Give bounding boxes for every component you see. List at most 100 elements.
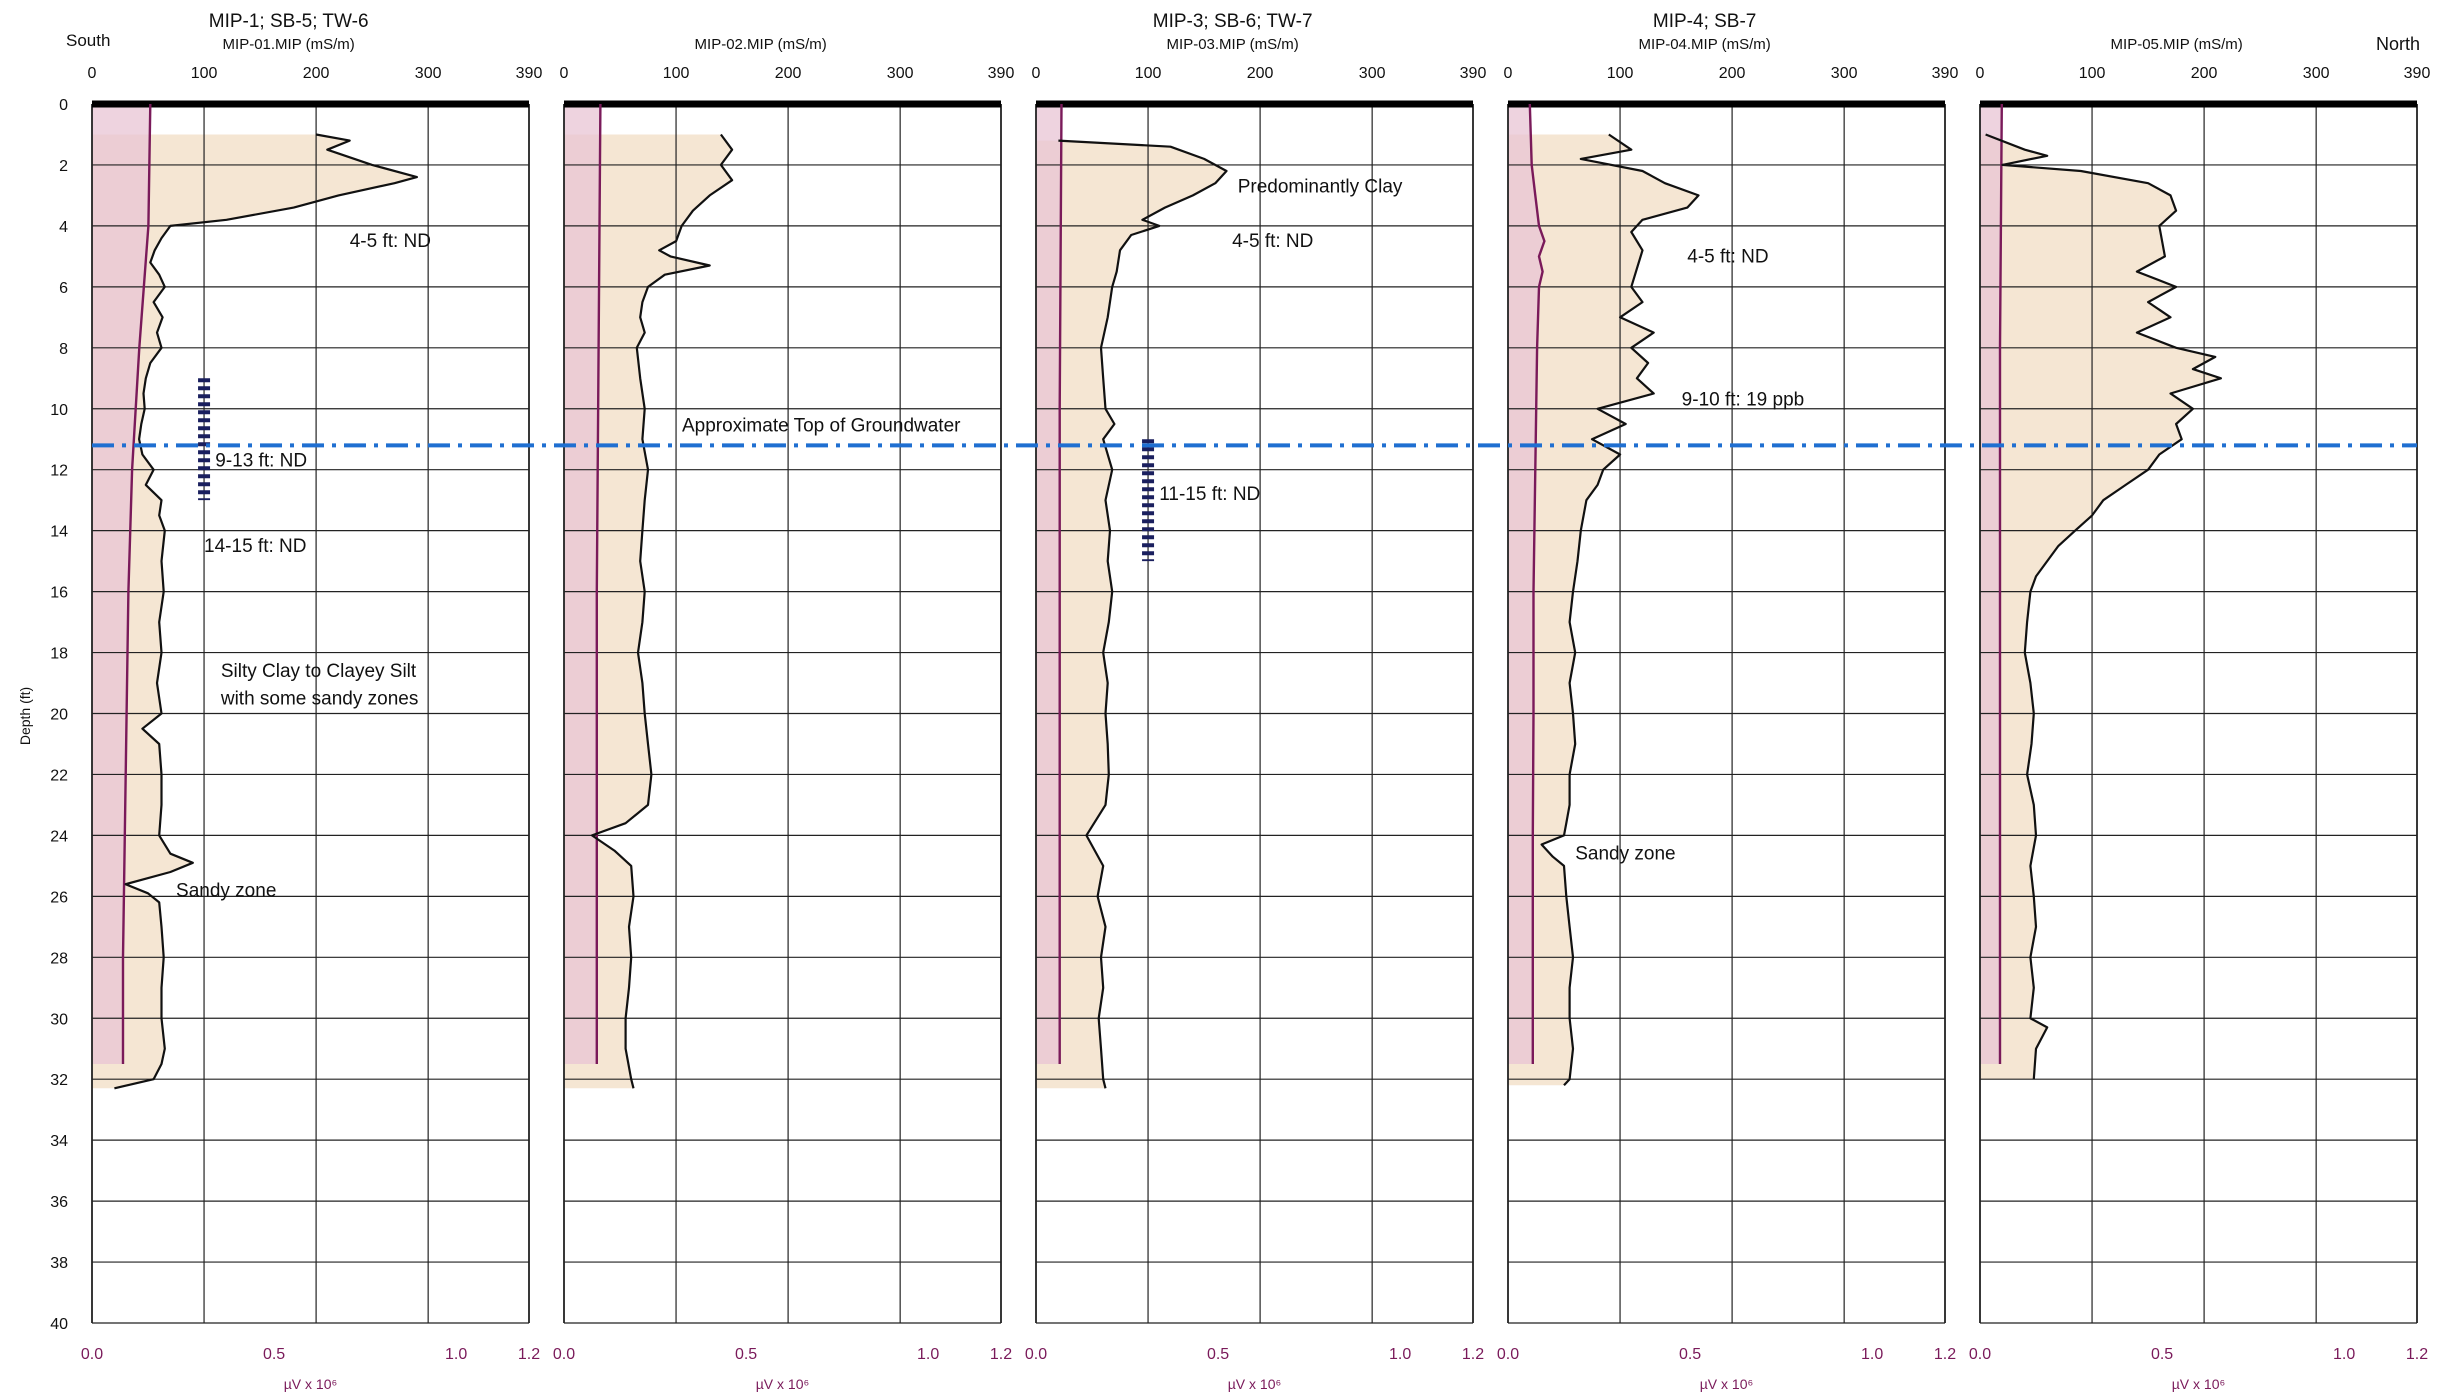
panel-axis-title: MIP-02.MIP (mS/m)	[695, 36, 827, 53]
bottom-axis-tick-label: 1.0	[1861, 1346, 1883, 1363]
panel-title: MIP-3; SB-6; TW-7	[1153, 11, 1313, 32]
conductivity-series-line	[114, 133, 418, 1090]
top-axis-tick-label: 300	[1359, 65, 1386, 82]
top-axis-tick-label: 0	[1032, 65, 1041, 82]
pid-series-line	[1528, 103, 1546, 1064]
depth-tick-label: 20	[50, 707, 68, 724]
top-axis-tick-label: 390	[988, 65, 1015, 82]
depth-tick-label: 4	[59, 219, 68, 236]
panel-annotation: Predominantly Clay	[1238, 176, 1403, 197]
bottom-axis-tick-label: 0.5	[735, 1346, 757, 1363]
conductivity-fill	[1036, 140, 1227, 1089]
bottom-axis-tick-label: 1.2	[990, 1346, 1012, 1363]
panel-title: MIP-1; SB-5; TW-6	[209, 11, 369, 32]
panel-annotation: 4-5 ft: ND	[1232, 231, 1313, 252]
top-axis-tick-label: 390	[1932, 65, 1959, 82]
depth-tick-label: 34	[50, 1133, 68, 1150]
bottom-axis-tick-label: 0.0	[1025, 1346, 1047, 1363]
conductivity-fill	[564, 134, 733, 1089]
depth-tick-label: 2	[59, 158, 68, 175]
pid-fill	[1036, 104, 1062, 1064]
depth-tick-label: 6	[59, 280, 68, 297]
conductivity-fill	[1980, 134, 2221, 1080]
pid-series-line	[121, 103, 152, 1064]
bottom-axis-tick-label: 1.2	[1462, 1346, 1484, 1363]
conductivity-series-line	[1540, 133, 1700, 1087]
panel-annotation: 14-15 ft: ND	[204, 536, 306, 557]
grid-layer	[91, 100, 2418, 1324]
bottom-axis-tick-label: 0.5	[1207, 1346, 1229, 1363]
pid-fill	[92, 104, 151, 1064]
depth-tick-label: 40	[50, 1316, 68, 1333]
bottom-axis-tick-label: 0.5	[1679, 1346, 1701, 1363]
pid-fill	[1508, 104, 1545, 1064]
bottom-axis-tick-label: 0.0	[1969, 1346, 1991, 1363]
bottom-axis-tick-label: 0.0	[1497, 1346, 1519, 1363]
depth-tick-label: 10	[50, 402, 68, 419]
depth-tick-label: 18	[50, 646, 68, 663]
conductivity-series-line	[590, 133, 734, 1089]
panel-annotation: 11-15 ft: ND	[1159, 484, 1260, 505]
top-axis-tick-label: 300	[415, 65, 442, 82]
top-axis-tick-label: 100	[1607, 65, 1634, 82]
bottom-axis-label: µV x 10⁶	[756, 1376, 810, 1392]
panel-annotation: Silty Clay to Clayey Silt	[221, 661, 417, 682]
panel-axis-title: MIP-04.MIP (mS/m)	[1639, 36, 1771, 53]
conductivity-series-line	[1985, 133, 2222, 1080]
north-label: North	[2376, 34, 2420, 54]
bottom-axis-label: µV x 10⁶	[2172, 1376, 2226, 1392]
conductivity-fill	[1508, 134, 1699, 1086]
pid-series-line	[1058, 103, 1063, 1064]
trace-layer	[114, 103, 2222, 1090]
bottom-axis-tick-label: 1.0	[445, 1346, 467, 1363]
panel-annotation: Sandy zone	[176, 880, 276, 901]
panel-annotation: 4-5 ft: ND	[1687, 246, 1768, 267]
top-axis-tick-label: 300	[1831, 65, 1858, 82]
depth-tick-label: 28	[50, 950, 68, 967]
bottom-axis-tick-label: 1.0	[1389, 1346, 1411, 1363]
panel-annotation: with some sandy zones	[220, 688, 419, 709]
panel-annotation: 9-10 ft: 19 ppb	[1682, 390, 1805, 411]
bottom-axis-tick-label: 0.5	[263, 1346, 285, 1363]
top-axis-tick-label: 200	[2191, 65, 2218, 82]
depth-tick-label: 26	[50, 889, 68, 906]
bottom-axis-tick-label: 0.5	[2151, 1346, 2173, 1363]
depth-axis-label: Depth (ft)	[17, 687, 33, 745]
south-label: South	[66, 31, 110, 50]
depth-tick-label: 32	[50, 1072, 68, 1089]
top-axis-tick-label: 200	[775, 65, 802, 82]
depth-tick-label: 22	[50, 767, 68, 784]
depth-tick-label: 30	[50, 1011, 68, 1028]
panel-axis-title: MIP-01.MIP (mS/m)	[223, 36, 355, 53]
top-axis-tick-label: 0	[560, 65, 569, 82]
top-axis-tick-label: 100	[2079, 65, 2106, 82]
pid-fill	[564, 104, 601, 1064]
depth-tick-label: 0	[59, 97, 68, 114]
top-axis-tick-label: 100	[663, 65, 690, 82]
depth-tick-label: 36	[50, 1194, 68, 1211]
marker-layer	[92, 378, 2417, 562]
panel-axis-title: MIP-03.MIP (mS/m)	[1167, 36, 1299, 53]
top-axis-tick-label: 100	[1135, 65, 1162, 82]
top-axis-tick-label: 300	[2303, 65, 2330, 82]
top-axis-tick-label: 390	[2404, 65, 2431, 82]
fill-layer	[92, 104, 2221, 1089]
depth-tick-label: 14	[50, 524, 68, 541]
panel-annotation: 9-13 ft: ND	[215, 451, 307, 472]
bottom-axis-label: µV x 10⁶	[284, 1376, 338, 1392]
panel-annotation: 4-5 ft: ND	[350, 231, 431, 252]
top-axis-tick-label: 200	[1247, 65, 1274, 82]
bottom-axis-tick-label: 1.2	[1934, 1346, 1956, 1363]
bottom-axis-tick-label: 1.0	[2333, 1346, 2355, 1363]
top-axis-tick-label: 200	[1719, 65, 1746, 82]
top-axis-tick-label: 390	[516, 65, 543, 82]
depth-tick-label: 12	[50, 463, 68, 480]
bottom-axis-label: µV x 10⁶	[1228, 1376, 1282, 1392]
depth-tick-label: 8	[59, 341, 68, 358]
panel-annotation: Sandy zone	[1575, 844, 1675, 865]
conductivity-series-line	[1058, 139, 1228, 1089]
pid-fill	[1980, 104, 2002, 1064]
groundwater-label: Approximate Top of Groundwater	[682, 415, 961, 436]
bottom-axis-tick-label: 1.2	[2406, 1346, 2428, 1363]
